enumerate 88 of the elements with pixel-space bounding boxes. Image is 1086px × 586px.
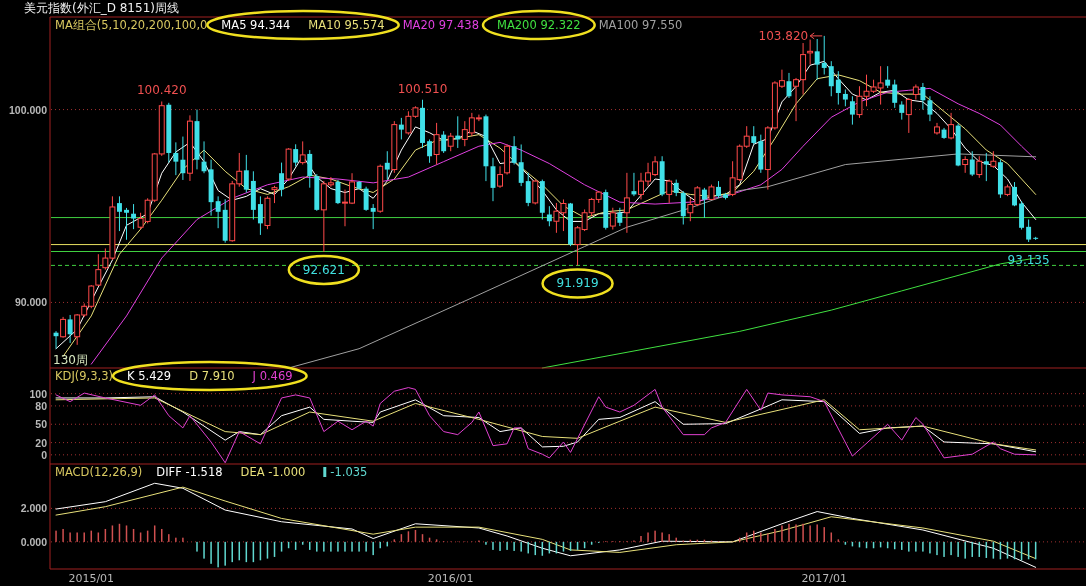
candlestick: [835, 70, 841, 106]
candlestick: [117, 195, 122, 232]
annotation: 92.621: [302, 262, 345, 277]
text: MA20 97.438: [402, 18, 480, 32]
candlestick: [201, 140, 207, 174]
y-tick-label: 20: [35, 436, 48, 449]
candlestick: [807, 39, 814, 66]
series-label: J 0.469: [251, 369, 293, 383]
y-tick-label: 2.000: [20, 502, 48, 515]
candlestick: [905, 97, 912, 134]
y-tick-label: 100: [29, 387, 48, 400]
candlestick: [920, 82, 926, 111]
candlestick: [680, 190, 686, 226]
y-tick-label: 50: [35, 418, 48, 431]
candlestick: [609, 207, 616, 231]
candlestick: [546, 205, 552, 227]
candlestick: [899, 100, 905, 121]
candlestick: [983, 152, 989, 182]
text: MA200 92.322: [497, 18, 581, 32]
candlestick: [363, 186, 369, 212]
annotation: 103.820: [758, 28, 809, 43]
candlestick: [849, 95, 855, 126]
legend-title: MACD(12,26,9): [55, 465, 143, 479]
candlestick: [180, 136, 186, 181]
candlestick: [173, 141, 179, 176]
candlestick: [215, 195, 221, 229]
annotation: 130周: [53, 353, 88, 367]
candlestick: [370, 203, 376, 230]
candlestick: [623, 172, 630, 234]
candlestick: [441, 130, 447, 154]
candlestick: [814, 38, 820, 81]
candlestick: [927, 95, 933, 122]
candlestick: [398, 117, 404, 140]
line-series: [55, 387, 1037, 464]
candlestick: [751, 125, 757, 145]
candlestick: [447, 132, 454, 152]
candlestick: [525, 172, 531, 207]
y-tick-label: 0: [41, 448, 48, 461]
text: MA100 97.550: [598, 18, 683, 32]
candlestick: [821, 35, 827, 75]
legend-label: -1.035: [330, 465, 368, 479]
annotation: 100.420: [136, 83, 187, 98]
candlestick: [384, 150, 390, 181]
x-tick-label: 2016/01: [427, 572, 474, 585]
candlestick: [828, 60, 834, 97]
text: D 7.910: [189, 369, 235, 383]
x-tick-label: 2017/01: [801, 572, 848, 585]
candlestick: [307, 149, 313, 189]
candlestick: [1012, 181, 1017, 207]
series-label: K 5.429: [127, 369, 172, 383]
legend-title: KDJ(9,3,3): [55, 369, 114, 383]
candlestick: [427, 138, 433, 164]
candlestick: [969, 150, 975, 177]
y-tick-label: 80: [35, 399, 48, 412]
candlestick: [335, 179, 341, 205]
candlestick: [60, 316, 67, 339]
candlestick: [433, 122, 440, 166]
candlestick: [631, 172, 637, 197]
candlestick: [1026, 219, 1032, 243]
candlestick: [67, 314, 73, 344]
chart-title: 美元指数(外汇_D 8151)周线: [24, 1, 179, 15]
candlestick: [279, 162, 285, 197]
candlestick: [131, 203, 137, 230]
candlestick: [885, 65, 891, 89]
candlestick: [299, 140, 306, 166]
text: DEA -1.000: [240, 465, 306, 479]
y-tick-label: 100.000: [9, 103, 48, 116]
candlestick: [257, 195, 263, 236]
candlestick: [293, 143, 299, 167]
annotation: 100.510: [397, 81, 448, 96]
series-label: DIFF -1.518: [156, 465, 223, 479]
candlestick: [948, 112, 955, 140]
text: MA5 94.344: [221, 18, 291, 32]
candlestick: [701, 187, 707, 219]
candlestick: [243, 154, 249, 193]
legend-title: MA组合(5,10,20,200,100,0: [55, 18, 208, 32]
candlestick: [497, 165, 503, 189]
candlestick: [518, 143, 524, 187]
y-tick-label: 90.000: [14, 296, 48, 309]
candlestick: [124, 207, 129, 241]
candlestick: [617, 207, 623, 227]
text: MA10 95.574: [308, 18, 385, 32]
x-tick-label: 2015/01: [68, 572, 115, 585]
candlestick: [892, 79, 898, 109]
y-tick-label: 0.000: [20, 535, 48, 548]
candlestick: [511, 135, 517, 166]
candlestick: [976, 155, 983, 179]
annotation: 91.919: [556, 276, 599, 291]
